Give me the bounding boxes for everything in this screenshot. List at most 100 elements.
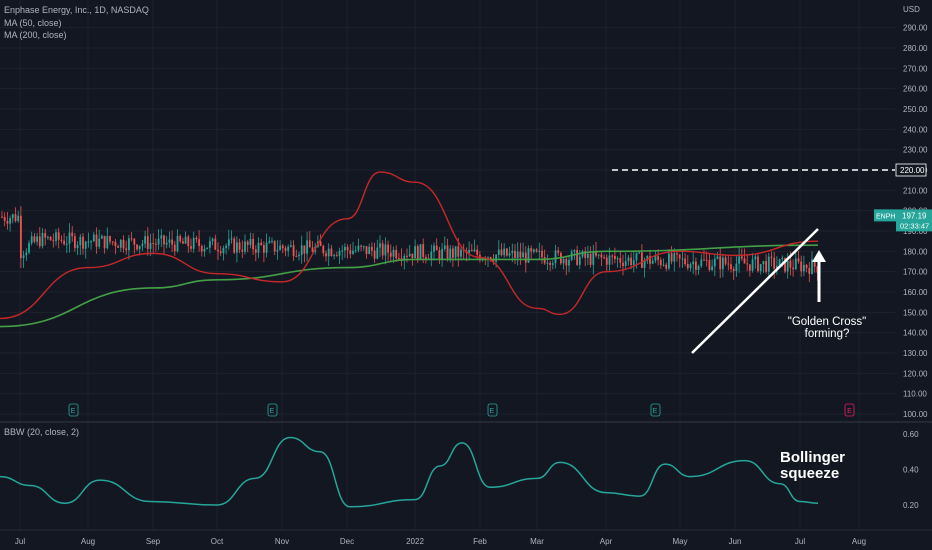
candle-body [28, 243, 30, 253]
candle-body [406, 255, 408, 257]
candle-body [165, 242, 168, 245]
candle-body [52, 240, 55, 242]
candle-body [182, 241, 184, 244]
candle-body [106, 236, 109, 249]
candle-body [98, 238, 101, 247]
candle-body [576, 250, 578, 265]
candle-body [792, 267, 794, 270]
candle-body [433, 245, 435, 252]
price-tick-label: 190.00 [903, 227, 928, 236]
golden-cross-annotation: "Golden Cross" forming? [787, 316, 867, 340]
candle-body [333, 255, 335, 257]
candle-body [608, 255, 611, 265]
price-tick-label: 260.00 [903, 85, 928, 94]
candle-body [287, 246, 290, 251]
candle-body [727, 263, 730, 265]
candle-body [95, 234, 98, 247]
earnings-marker-future-box [844, 403, 855, 417]
earnings-marker-box [267, 403, 278, 417]
candle-body [705, 259, 708, 261]
candle-body [578, 256, 581, 265]
candle-body [144, 236, 146, 244]
candle-body [171, 239, 173, 245]
candle-body [241, 249, 244, 252]
candle-body [198, 239, 200, 247]
candle-body [497, 249, 500, 255]
candle-body [109, 236, 111, 242]
candle-body [209, 241, 211, 248]
candle-body [238, 242, 241, 250]
price-tick-label: 110.00 [903, 390, 927, 399]
candle-body [454, 246, 457, 258]
candle-body [495, 254, 497, 262]
candle-body [735, 263, 738, 272]
price-tick-label: 130.00 [903, 349, 928, 358]
candle-body [157, 238, 160, 245]
candle-body [101, 235, 103, 239]
candle-body [117, 246, 119, 248]
candle-body [449, 248, 452, 259]
candle-body [136, 244, 138, 250]
candle-body [354, 250, 357, 252]
x-tick-label: Nov [275, 537, 289, 546]
candle-body [341, 250, 344, 252]
candle-body [68, 232, 71, 244]
candle-body [711, 266, 713, 271]
price-tick-label: 280.00 [903, 44, 928, 53]
candle-body [503, 248, 506, 256]
candle-body [692, 261, 695, 265]
candle-body [786, 260, 789, 272]
candle-body [122, 239, 125, 249]
last-price: 197.19 [902, 211, 927, 220]
candle-body [365, 246, 368, 254]
candle-body [146, 236, 149, 250]
candle-body [76, 245, 79, 249]
candle-body [630, 257, 632, 266]
candle-body [681, 258, 684, 260]
resistance-label: 220.00 [900, 166, 925, 175]
candle-body [346, 246, 349, 251]
candle-body [49, 236, 52, 241]
arrow-head [812, 250, 826, 262]
x-tick-label: Mar [530, 537, 544, 546]
candle-body [176, 235, 179, 252]
candle-body [641, 252, 643, 268]
x-tick-label: Jul [15, 537, 25, 546]
candle-body [765, 261, 767, 272]
candle-body [133, 238, 136, 245]
price-tick-label: 170.00 [903, 268, 928, 277]
candle-body [119, 239, 122, 248]
candle-body [516, 251, 519, 259]
candle-body [63, 240, 65, 245]
candle-body [138, 245, 141, 250]
golden-cross-line1: "Golden Cross" [787, 316, 867, 328]
candle-body [222, 248, 225, 254]
candle-body [71, 232, 74, 237]
x-tick-label: Oct [211, 537, 224, 546]
candle-body [265, 242, 268, 253]
candle-body [38, 236, 41, 247]
candle-body [384, 244, 387, 256]
candle-body [163, 235, 165, 245]
candle-body [395, 249, 398, 259]
price-tick-label: 100.00 [903, 410, 928, 419]
candle-body [217, 249, 219, 252]
candle-body [514, 250, 516, 259]
candle-body [373, 250, 376, 259]
ma50-line [0, 171, 819, 320]
candle-body [762, 261, 765, 265]
candle-body [271, 240, 273, 242]
bbw-line [0, 436, 819, 508]
candle-body [411, 253, 414, 259]
candle-body [616, 258, 619, 260]
candle-body [155, 243, 157, 245]
candle-body [368, 246, 371, 254]
candle-body [17, 215, 20, 222]
price-tick-label: 120.00 [903, 369, 928, 378]
candle-body [387, 244, 389, 253]
candle-body [292, 245, 295, 257]
candle-body [276, 249, 279, 252]
candle-body [246, 241, 249, 245]
candle-body [200, 246, 203, 252]
